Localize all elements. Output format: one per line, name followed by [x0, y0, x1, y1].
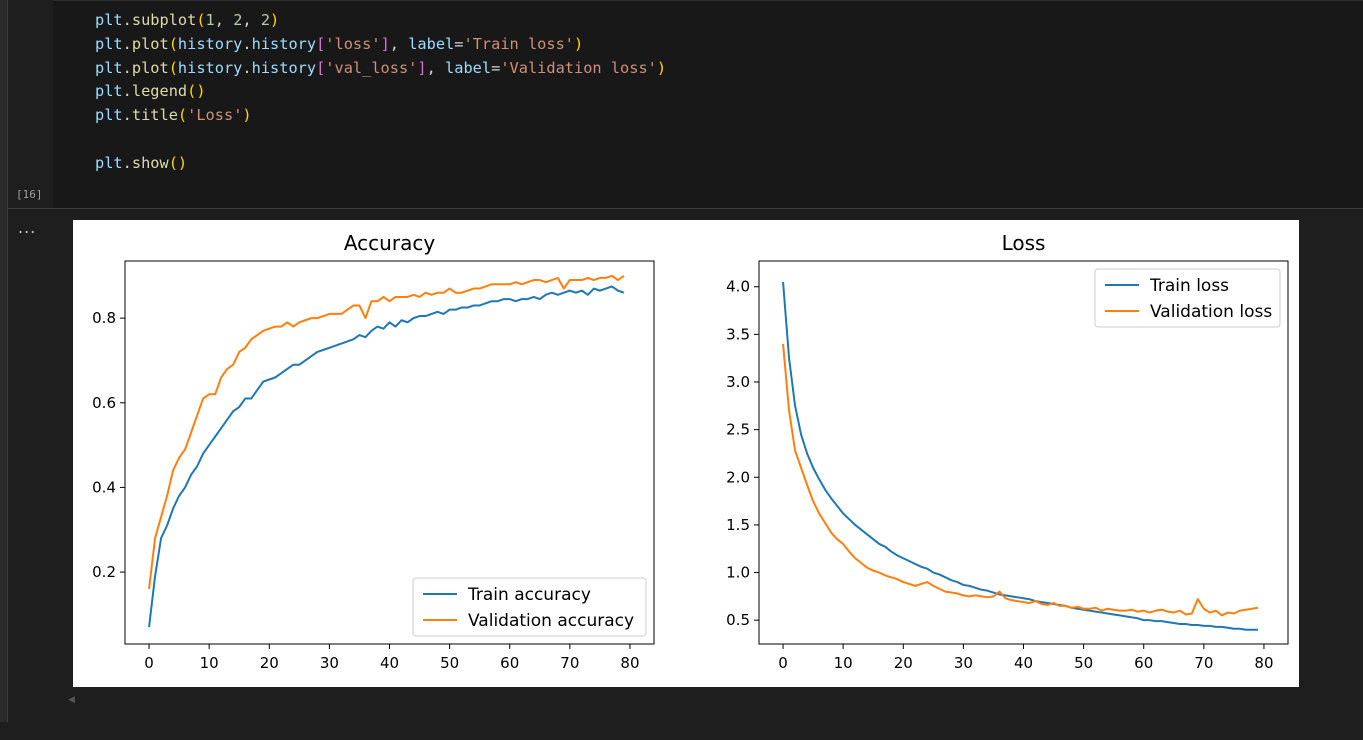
cell-divider: [8, 208, 1363, 209]
chart-1: Loss 0 10 20 30 40 50 60 70 80 0.5 1.0 1.5 2.0 2.5 3.0 3…: [726, 231, 1289, 672]
y-tick-label: 0.5: [726, 611, 750, 629]
cell-gutter: [8, 0, 53, 208]
left-rail: [0, 0, 8, 722]
code-line[interactable]: plt.plot(history.history['loss'], label=…: [95, 34, 584, 53]
x-tick-label: 20: [260, 654, 279, 672]
x-tick-label: 60: [500, 654, 519, 672]
y-tick-label: 0.2: [92, 563, 116, 581]
y-tick-label: 2.0: [726, 468, 750, 486]
x-tick-label: 0: [144, 654, 154, 672]
y-tick-label: 3.0: [726, 373, 750, 391]
x-tick-label: 70: [1194, 654, 1213, 672]
code-cell[interactable]: [8, 0, 1363, 209]
x-tick-label: 40: [1014, 654, 1033, 672]
code-line[interactable]: plt.show(): [95, 153, 188, 172]
x-tick-label: 60: [1134, 654, 1153, 672]
x-tick-label: 80: [620, 654, 639, 672]
legend-box: [1094, 268, 1281, 328]
legend: Train accuracy Validation accuracy: [412, 577, 647, 637]
legend-label: Validation accuracy: [468, 611, 634, 631]
code-line[interactable]: plt.subplot(1, 2, 2): [95, 11, 280, 29]
plot-figure: Accuracy 0 10 20 30 40 50 60 70 80 0.2 0.4 0.6 0.8 Tra…: [92, 231, 1289, 672]
execution-count: [16]: [16, 188, 43, 201]
x-tick-label: 20: [894, 654, 913, 672]
code-line[interactable]: plt.title('Loss'): [95, 106, 252, 125]
x-tick-label: 50: [440, 654, 459, 672]
x-tick-label: 40: [380, 654, 399, 672]
x-tick-label: 30: [320, 654, 339, 672]
x-tick-label: 10: [200, 654, 219, 672]
legend-box: [412, 577, 647, 637]
y-tick-label: 2.5: [726, 421, 750, 439]
x-tick-label: 30: [954, 654, 973, 672]
code-lines[interactable]: plt.subplot(1, 2, 2) plt.plot(history.hi…: [95, 9, 666, 176]
y-tick-label: 1.5: [726, 516, 750, 534]
x-tick-label: 0: [778, 654, 788, 672]
x-tick-label: 50: [1074, 654, 1093, 672]
chart-title: Accuracy: [344, 231, 435, 255]
y-tick-label: 4.0: [726, 278, 750, 296]
series-line-0: [148, 285, 625, 628]
chart-0: Accuracy 0 10 20 30 40 50 60 70 80 0.2 0.4 0.6 0.8 Tra…: [92, 231, 655, 672]
legend-label: Train loss: [1149, 276, 1229, 296]
code-editor[interactable]: [53, 0, 1363, 209]
legend: Train loss Validation loss: [1094, 268, 1281, 328]
code-line[interactable]: plt.plot(history.history['val_loss'], la…: [95, 58, 667, 77]
x-tick-label: 70: [560, 654, 579, 672]
legend-label: Validation loss: [1150, 302, 1272, 322]
series-line-1: [782, 343, 1259, 617]
y-tick-label: 0.4: [92, 478, 116, 496]
scroll-left-icon[interactable]: ◀: [68, 695, 75, 705]
y-tick-label: 3.5: [726, 325, 750, 343]
x-tick-label: 10: [834, 654, 853, 672]
series-line-0: [782, 281, 1258, 631]
y-tick-label: 1.0: [726, 564, 750, 582]
y-tick-label: 0.6: [92, 394, 116, 412]
x-tick-label: 80: [1254, 654, 1273, 672]
output-area: Accuracy 0 10 20 30 40 50 60 70 80 0.2 0.4 0.6 0.8 Tra…: [73, 220, 1299, 687]
code-line[interactable]: plt.legend(): [95, 82, 206, 101]
legend-label: Train accuracy: [467, 585, 591, 605]
chart-title: Loss: [1002, 231, 1046, 255]
output-more-icon[interactable]: ...: [18, 218, 37, 237]
y-tick-label: 0.8: [92, 309, 116, 327]
series-line-1: [148, 274, 625, 590]
